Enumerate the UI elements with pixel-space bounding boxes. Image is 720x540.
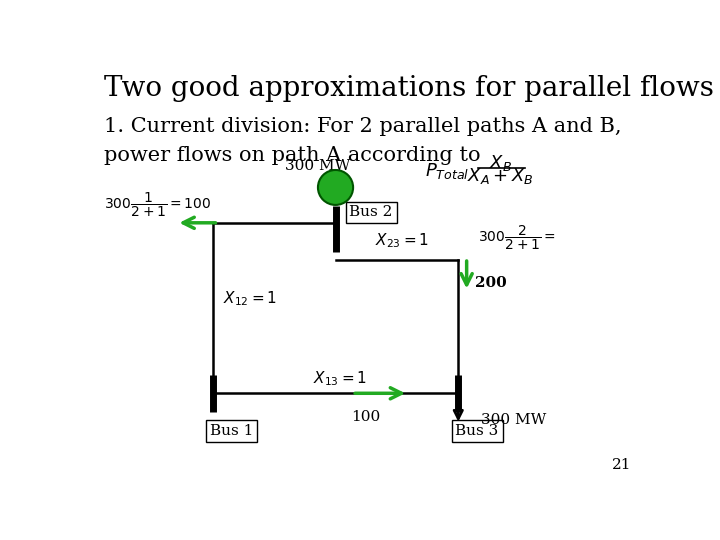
Text: $P_{Total}$: $P_{Total}$	[425, 161, 469, 181]
Text: $X_B$: $X_B$	[489, 152, 512, 172]
Text: 200: 200	[475, 276, 507, 290]
Ellipse shape	[318, 170, 353, 205]
Text: 300 MW: 300 MW	[481, 413, 546, 427]
Text: $X_{12}=1$: $X_{12}=1$	[222, 289, 277, 308]
Text: 1. Current division: For 2 parallel paths A and B,: 1. Current division: For 2 parallel path…	[104, 117, 621, 136]
Text: 21: 21	[612, 458, 631, 472]
Text: 300 MW: 300 MW	[285, 159, 351, 173]
Text: Bus 1: Bus 1	[210, 424, 253, 438]
Text: power flows on path A according to: power flows on path A according to	[104, 146, 480, 165]
Text: $300\dfrac{1}{2+1}=100$: $300\dfrac{1}{2+1}=100$	[104, 190, 212, 219]
Text: 100: 100	[351, 410, 381, 424]
Text: $X_A + X_B$: $X_A + X_B$	[467, 166, 534, 186]
Text: $X_{23}=1$: $X_{23}=1$	[374, 231, 428, 250]
Text: Bus 2: Bus 2	[349, 205, 393, 219]
Text: $300\dfrac{2}{2+1}=$: $300\dfrac{2}{2+1}=$	[478, 224, 556, 252]
Text: Bus 3: Bus 3	[456, 424, 499, 438]
Text: $X_{13}=1$: $X_{13}=1$	[313, 369, 367, 388]
Text: Two good approximations for parallel flows: Two good approximations for parallel flo…	[104, 75, 714, 102]
